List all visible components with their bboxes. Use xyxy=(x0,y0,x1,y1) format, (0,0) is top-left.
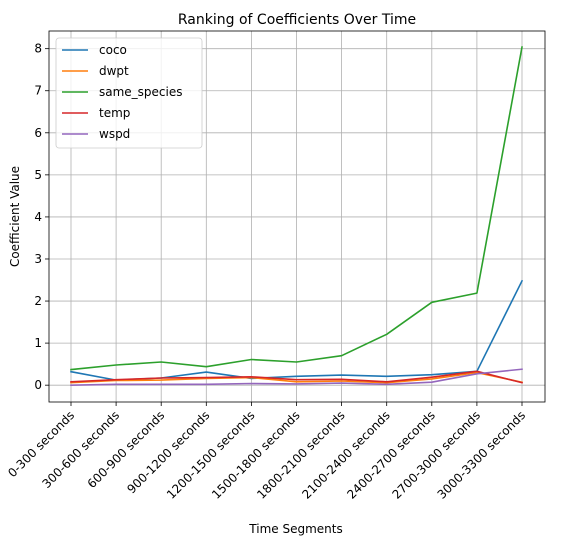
x-tick-label: 2400-2700 seconds xyxy=(344,408,438,502)
legend-label-dwpt: dwpt xyxy=(99,64,129,78)
y-tick-label: 8 xyxy=(34,42,42,56)
series-line-same_species xyxy=(70,46,523,371)
plot-area-frame xyxy=(48,30,546,403)
y-tick-label: 0 xyxy=(34,378,42,392)
y-tick-label: 2 xyxy=(34,294,42,308)
x-tick-label: 2100-2400 seconds xyxy=(299,408,393,502)
chart-title: Ranking of Coefficients Over Time xyxy=(178,12,416,28)
x-axis-label: Time Segments xyxy=(248,522,342,536)
legend-label-temp: temp xyxy=(99,106,130,120)
legend-box xyxy=(55,37,203,149)
y-tick-label: 7 xyxy=(34,84,42,98)
series-line-temp xyxy=(70,370,523,384)
x-tick-label: 300-600 seconds xyxy=(39,408,122,491)
y-tick-label: 3 xyxy=(34,252,42,266)
series-line-dwpt xyxy=(70,371,523,384)
y-axis-ticks: 0 1 2 3 4 5 6 7 8 xyxy=(34,42,49,392)
legend-label-wspd: wspd xyxy=(99,127,130,141)
legend-label-coco: coco xyxy=(99,43,127,57)
y-axis-label: Coefficient Value xyxy=(8,166,22,267)
y-tick-label: 6 xyxy=(34,126,42,140)
y-tick-label: 5 xyxy=(34,168,42,182)
series-line-wspd xyxy=(70,368,523,387)
y-tick-label: 4 xyxy=(34,210,42,224)
x-tick-label: 1500-1800 seconds xyxy=(209,408,303,502)
legend-label-same_species: same_species xyxy=(99,85,183,99)
x-tick-label: 900-1200 seconds xyxy=(124,408,212,496)
x-tick-label: 1200-1500 seconds xyxy=(164,408,258,502)
grid xyxy=(49,31,545,402)
series-lines xyxy=(70,46,524,387)
x-tick-label: 2700-3000 seconds xyxy=(389,408,483,502)
x-tick-label: 600-900 seconds xyxy=(85,408,168,491)
y-tick-label: 1 xyxy=(34,336,42,350)
x-tick-label: 3000-3300 seconds xyxy=(435,408,529,502)
x-tick-label: 1800-2100 seconds xyxy=(254,408,348,502)
